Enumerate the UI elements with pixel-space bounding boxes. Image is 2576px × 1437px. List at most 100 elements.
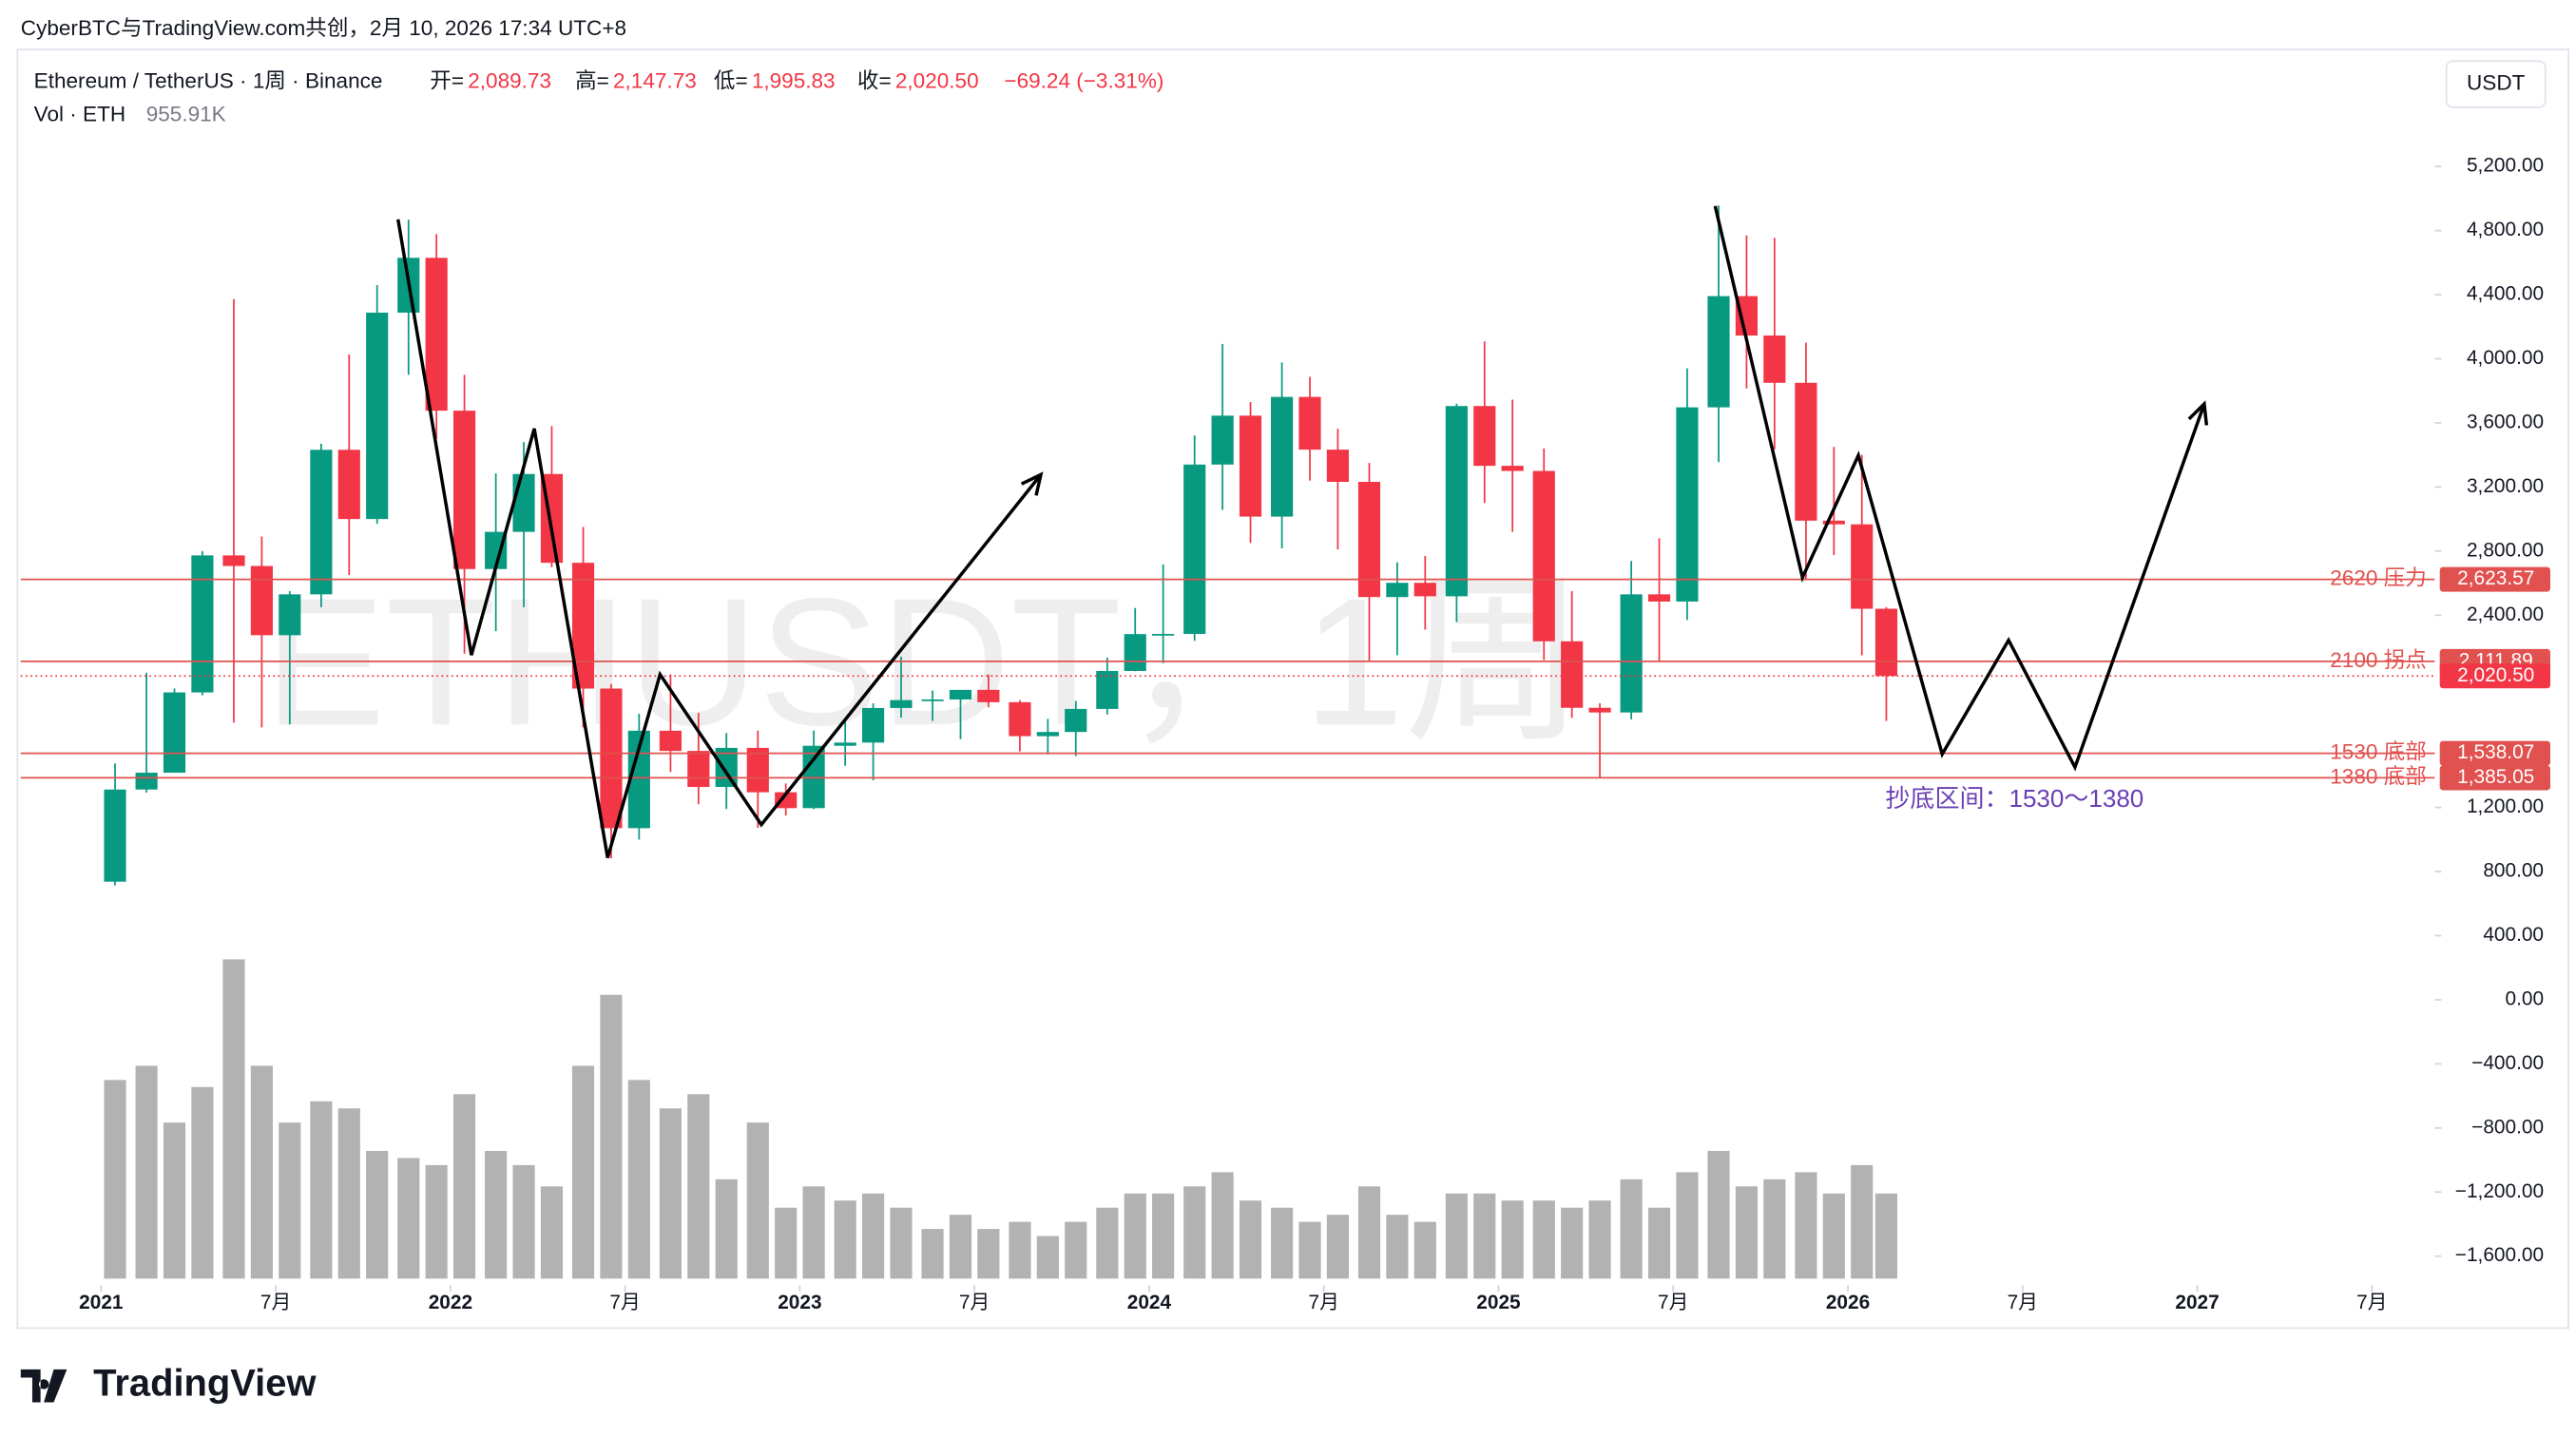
- candle-body: [775, 792, 798, 809]
- candle-body: [921, 699, 944, 701]
- candle-body: [627, 730, 650, 829]
- candle-body: [1152, 634, 1175, 636]
- candle-body: [512, 473, 535, 532]
- candle-body: [1445, 406, 1468, 597]
- volume-bar: [775, 1207, 798, 1279]
- logo: TradingView: [20, 1363, 317, 1405]
- volume-bar: [1874, 1193, 1898, 1279]
- volume-bar: [890, 1207, 913, 1279]
- candle-body: [1124, 634, 1146, 671]
- candle-body: [687, 751, 710, 788]
- candle-body: [366, 312, 389, 520]
- candle-body: [949, 689, 972, 699]
- volume-bar: [1647, 1207, 1671, 1279]
- candle-body: [1588, 707, 1611, 713]
- x-tick-label: 2021: [79, 1292, 123, 1313]
- volume-bar: [337, 1108, 360, 1279]
- volume-bar: [1357, 1186, 1381, 1279]
- last-price-label: 2,020.50: [2457, 664, 2534, 686]
- y-tick-label: −1,600.00: [2455, 1244, 2544, 1266]
- open: 2,089.73: [468, 69, 551, 93]
- volume-bar: [1124, 1193, 1146, 1279]
- candle-body: [862, 707, 885, 743]
- candle-body: [279, 594, 301, 636]
- candle-body: [1386, 583, 1409, 598]
- candle-body: [1473, 406, 1496, 467]
- volume-bar: [1386, 1215, 1409, 1279]
- trend-drawing: [1713, 205, 2206, 772]
- volume-bar: [949, 1215, 972, 1279]
- candle-body: [1211, 415, 1234, 465]
- candle-body: [1096, 670, 1119, 709]
- volume-bar: [1763, 1178, 1786, 1279]
- volume-bar: [191, 1086, 214, 1279]
- level-label: 1530 底部: [2330, 740, 2427, 764]
- volume-bar: [1326, 1215, 1349, 1279]
- candle-body: [1413, 583, 1436, 597]
- volume-bar: [921, 1229, 944, 1279]
- volume-bar: [802, 1186, 825, 1279]
- y-tick-label: −400.00: [2471, 1052, 2544, 1074]
- candle-body: [1763, 335, 1786, 383]
- x-tick-label: 7月: [1308, 1292, 1338, 1313]
- volume-bar: [1183, 1186, 1206, 1279]
- volume-bar: [834, 1200, 856, 1279]
- close-label: 收=: [857, 69, 892, 93]
- volume-bar: [1445, 1193, 1468, 1279]
- volume-bar: [1152, 1193, 1175, 1279]
- volume-bar: [715, 1178, 738, 1279]
- candle-body: [250, 565, 273, 636]
- price-badge-label: 2,623.57: [2457, 567, 2534, 589]
- candle-body: [834, 742, 856, 746]
- volume-bar: [310, 1101, 333, 1279]
- volume-bar: [1065, 1221, 1087, 1279]
- x-tick-label: 2022: [429, 1292, 472, 1313]
- volume-bar: [250, 1065, 273, 1279]
- y-tick-label: 4,400.00: [2467, 283, 2544, 305]
- candle-body: [890, 699, 913, 708]
- candle-body: [1036, 732, 1059, 737]
- price-badge: [2439, 740, 2550, 766]
- volume-bar: [135, 1065, 158, 1279]
- high: 2,147.73: [613, 69, 697, 93]
- candle-body: [1735, 296, 1759, 336]
- volume: 955.91K: [146, 102, 226, 125]
- volume-bar: [1822, 1193, 1845, 1279]
- volume-bar: [425, 1164, 448, 1279]
- candle-body: [310, 450, 333, 595]
- arrow-head: [1020, 471, 1044, 496]
- y-tick-label: 400.00: [2483, 924, 2544, 946]
- volume-bar: [1707, 1150, 1730, 1279]
- y-tick-label: 1,200.00: [2467, 795, 2544, 817]
- volume-bar: [1795, 1172, 1817, 1279]
- y-tick-label: −1,200.00: [2455, 1180, 2544, 1202]
- candle-body: [1561, 641, 1584, 708]
- volume-bar: [687, 1094, 710, 1279]
- currency[interactable]: USDT: [2467, 70, 2526, 94]
- volume-bar: [1096, 1207, 1119, 1279]
- symbol: Ethereum / TetherUS · 1周 · Binance: [34, 69, 383, 93]
- volume-bar: [222, 959, 245, 1279]
- logo-text: TradingView: [93, 1363, 317, 1405]
- x-tick-label: 2024: [1127, 1292, 1172, 1313]
- volume-bar: [512, 1164, 535, 1279]
- volume-bar: [1036, 1236, 1059, 1279]
- candle-body: [1647, 594, 1671, 602]
- volume-bar: [977, 1229, 1000, 1279]
- currency-button[interactable]: [2445, 60, 2547, 108]
- volume-bar: [1239, 1200, 1262, 1279]
- candle-body: [1009, 701, 1031, 737]
- candle-body: [425, 258, 448, 412]
- y-tick-label: 2,800.00: [2467, 539, 2544, 561]
- candle-body: [1298, 396, 1321, 450]
- volume-bar: [1620, 1178, 1643, 1279]
- volume-bar: [485, 1150, 508, 1279]
- candle-body: [977, 689, 1000, 702]
- volume-bar: [452, 1094, 476, 1279]
- level-label: 1380 底部: [2330, 764, 2427, 788]
- chart-frame: [16, 48, 2569, 1330]
- logo-icon: [20, 1369, 67, 1403]
- volume-bar: [1561, 1207, 1584, 1279]
- volume-bar: [540, 1186, 564, 1279]
- x-tick-label: 7月: [609, 1292, 640, 1313]
